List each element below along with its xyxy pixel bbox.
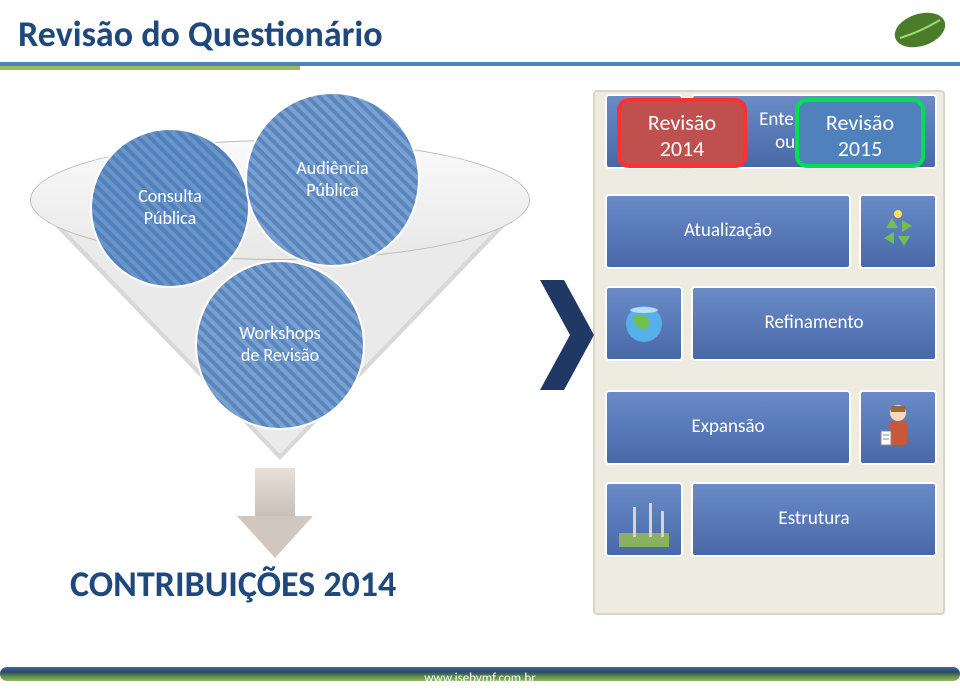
person-icon [859,390,937,465]
circle-workshops: Workshopsde Revisão [195,260,365,430]
funnel: ConsultaPública AudiênciaPública Worksho… [30,100,530,520]
chevron-right-icon [540,280,600,390]
footer: www.isebvmf.com.br [0,653,960,691]
year-2014-box: Revisão 2014 [617,98,747,168]
circle-audiencia: AudiênciaPública [245,92,420,267]
windmill-icon [605,482,683,557]
page-title: Revisão do Questionário [18,12,383,56]
leaf-icon [890,8,950,52]
row-2: Refinamento [605,286,937,361]
year-2014-l2: 2014 [621,136,743,162]
row-4-label: Estrutura [691,482,937,557]
circle-consulta-label: ConsultaPública [138,186,202,229]
year-2015-box: Revisão 2015 [795,98,925,168]
circle-audiencia-label: AudiênciaPública [296,158,368,201]
row-1-label: Atualização [605,194,851,269]
row-3: Expansão [605,390,937,465]
year-2015-l2: 2015 [799,136,921,162]
title-underline-green [0,66,300,70]
row-3-label: Expansão [605,390,851,465]
year-2015-l1: Revisão [799,110,921,136]
circle-workshops-label: Workshopsde Revisão [239,323,320,366]
arrow-down-icon [225,468,325,568]
row-4: Estrutura [605,482,937,557]
right-panel: Entendimentoou clareza Atualização Refin… [593,90,945,615]
footer-url: www.isebvmf.com.br [0,671,960,686]
year-2014-l1: Revisão [621,110,743,136]
circle-consulta: ConsultaPública [90,128,250,288]
row-1: Atualização [605,194,937,269]
recycle-icon [859,194,937,269]
row-2-label: Refinamento [691,286,937,361]
globe-icon [605,286,683,361]
contributions-title: CONTRIBUIÇÕES 2014 [70,562,396,606]
